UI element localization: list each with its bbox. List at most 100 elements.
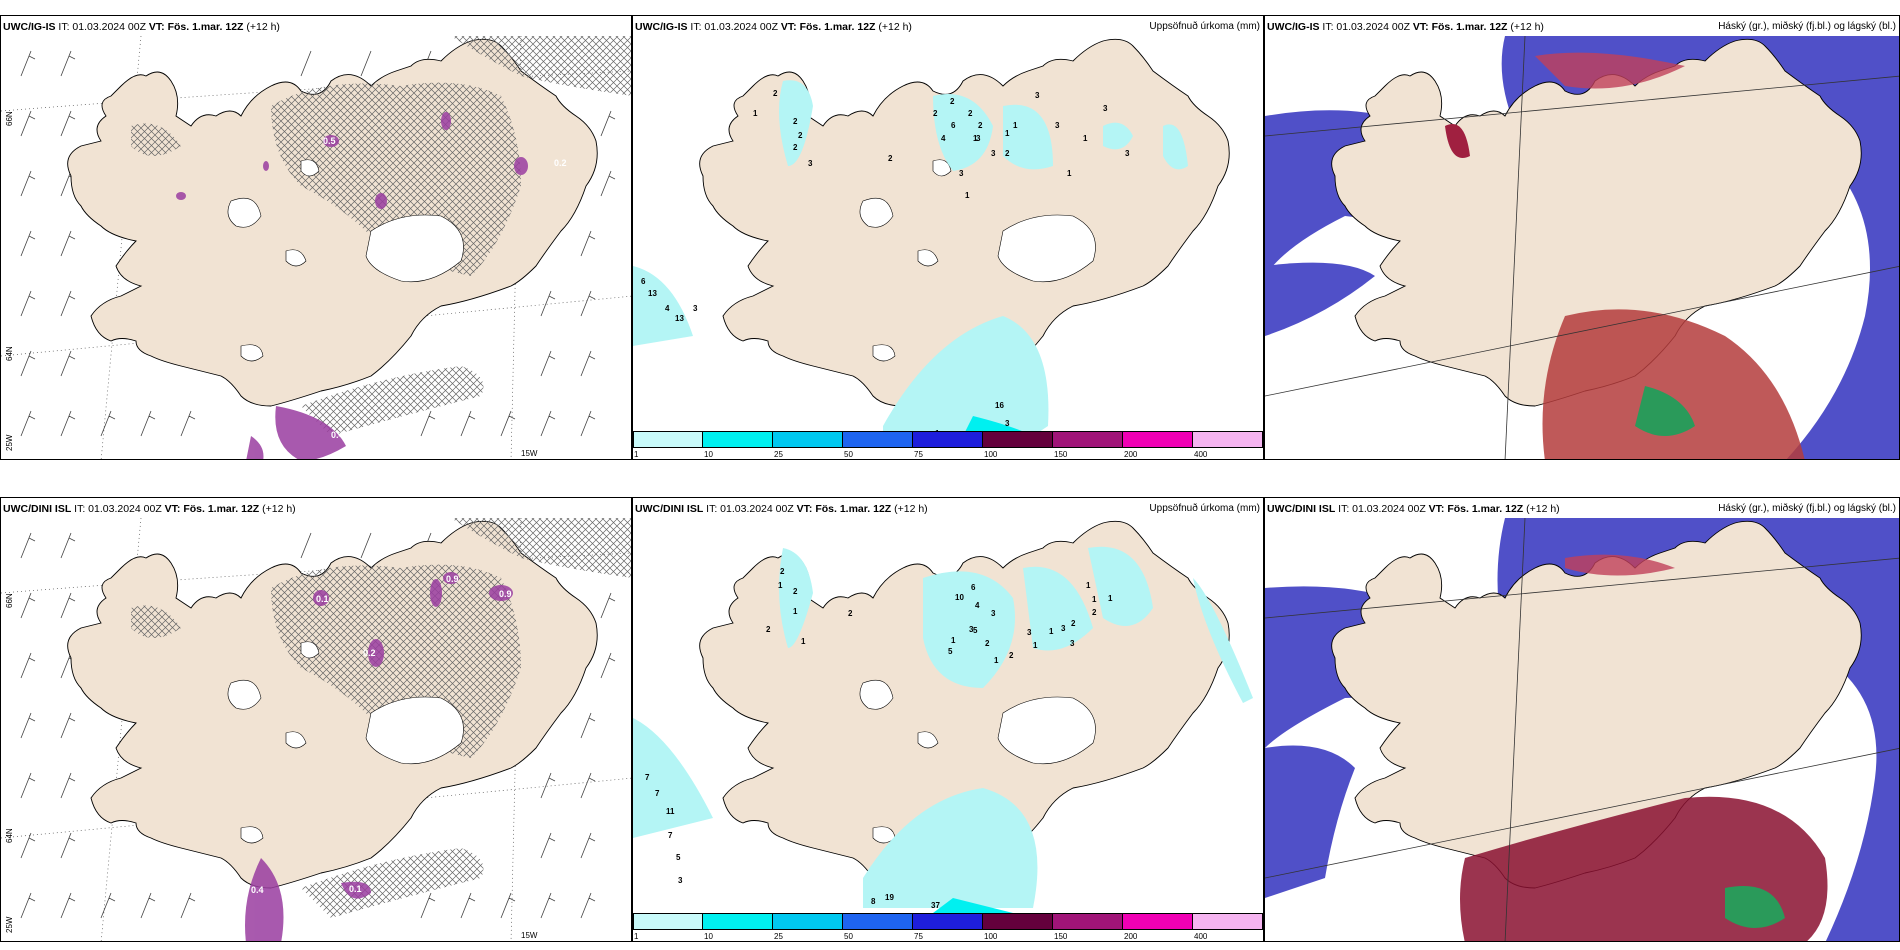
precip-value-label: 1 [1005,129,1010,138]
precip-value-label: 4 [975,601,980,610]
precip-value-label: 1 [973,134,978,143]
precip-value-label: 3 [678,876,683,885]
colorbar-swatch [983,913,1053,930]
colorbar-swatch [703,913,773,930]
lat-label-25w: 25W [5,916,14,933]
panel-title: UWC/IG-IS IT: 01.03.2024 00Z VT: Fös. 1.… [1267,21,1544,33]
precip-value-label: 1 [951,636,956,645]
precip-value-label: 2 [888,154,893,163]
precip-colorbar: 1 10 25 50 75 100 150 200 400 [633,913,1263,941]
colorbar-swatch [773,431,843,448]
lat-label-64: 64N [5,346,14,361]
precip-value-label: 3 [991,609,996,618]
colorbar-swatch [773,913,843,930]
precip-value-label: 2 [793,143,798,152]
precip-value-label: 16 [995,401,1004,410]
precip-value-label: 6 [951,121,956,130]
precip-value-label: 1 [1033,641,1038,650]
colorbar-swatch [843,913,913,930]
precip-value-label: 13 [648,289,657,298]
precip-value-label: 5 [676,853,681,862]
precip-value-label: 6 [971,583,976,592]
wind-value-labels: 0.1 0.9 0.9 0.2 0.4 0.1 [251,574,512,895]
precip-colorbar: 1 10 25 50 75 100 150 200 400 [633,431,1263,459]
precip-value-label: 13 [675,314,684,323]
precip-value-label: 3 [693,304,698,313]
svg-text:0.9: 0.9 [446,574,459,584]
precip-value-label: 3 [959,169,964,178]
colorbar-label: 50 [844,932,853,941]
svg-text:0.2: 0.2 [363,648,376,658]
svg-text:0.4: 0.4 [375,436,388,446]
colorbar-label: 400 [1194,932,1208,941]
colorbar-swatch [1053,913,1123,930]
colorbar-label: 200 [1124,932,1138,941]
colorbar-label: 75 [914,450,923,459]
svg-text:0.2: 0.2 [554,158,567,168]
precip-value-label: 2 [950,97,955,106]
colorbar-label: 1 [634,450,639,459]
precip-value-label: 2 [1005,149,1010,158]
precip-value-label: 2 [793,117,798,126]
map-panel-igis-precip: UWC/IG-IS IT: 01.03.2024 00Z VT: Fös. 1.… [632,15,1264,460]
precip-value-label: 2 [766,625,771,634]
precip-value-label: 1 [801,637,806,646]
precip-value-label: 8 [871,897,876,906]
wind-map: 0.1 0.9 0.9 0.2 0.4 0.1 [1,517,631,941]
precip-value-label: 1 [965,191,970,200]
map-panel-dini-wind: UWC/DINI ISL IT: 01.03.2024 00Z VT: Fös.… [0,497,632,942]
precip-value-label: 3 [808,159,813,168]
precip-value-label: 3 [976,134,981,143]
precip-value-label: 3 [1027,628,1032,637]
map-panel-igis-cloud: UWC/IG-IS IT: 01.03.2024 00Z VT: Fös. 1.… [1264,15,1900,460]
precip-value-label: 10 [955,593,964,602]
panel-title: UWC/DINI ISL IT: 01.03.2024 00Z VT: Fös.… [1267,503,1560,515]
precip-value-label: 4 [665,304,670,313]
precip-value-label: 3 [1070,639,1075,648]
panel-subtitle: Háský (gr.), miðský (fj.bl.) og lágský (… [1718,503,1896,514]
panel-subtitle: Uppsöfnuð úrkoma (mm) [1149,503,1260,514]
colorbar-swatch [1123,913,1193,930]
precip-value-label: 37 [931,901,940,910]
svg-text:0.4: 0.4 [251,885,264,895]
cloud-map [1265,35,1899,459]
precip-value-label: 1 [1013,121,1018,130]
panel-title: UWC/IG-IS IT: 01.03.2024 00Z VT: Fös. 1.… [3,21,280,33]
wind-map: 0.5 0.2 0.4 0.4 [1,35,631,459]
precip-value-label: 1 [1083,134,1088,143]
precip-value-label: 2 [933,109,938,118]
colorbar-label: 150 [1054,450,1068,459]
precip-value-label: 4 [941,134,946,143]
svg-text:0.1: 0.1 [349,884,362,894]
lon-label-15w: 15W [521,931,538,940]
colorbar-label: 1 [634,932,639,941]
precip-areas [633,546,1253,908]
colorbar-swatch [913,913,983,930]
precip-value-label: 1 [1092,595,1097,604]
precip-value-label: 3 [969,625,974,634]
colorbar-frame [633,913,1263,930]
precip-value-label: 7 [645,773,650,782]
lat-label-66: 66N [5,111,14,126]
colorbar-label: 10 [704,450,713,459]
colorbar-label: 200 [1124,450,1138,459]
panel-title: UWC/DINI ISL IT: 01.03.2024 00Z VT: Fös.… [3,503,296,515]
lat-label-66: 66N [5,593,14,608]
panel-subtitle: Uppsöfnuð úrkoma (mm) [1149,21,1260,32]
precip-patches [176,112,528,459]
colorbar-swatch [983,431,1053,448]
precip-value-label: 1 [994,656,999,665]
colorbar-swatch [1123,431,1193,448]
precip-value-label: 2 [968,109,973,118]
precip-value-label: 1 [753,109,758,118]
precip-map: 21222322264221313321133133161341331316 [633,38,1230,438]
wind-value-labels: 0.5 0.2 0.4 0.4 [323,136,567,446]
lon-label-15w: 15W [521,449,538,458]
precip-value-label: 3 [1103,104,1108,113]
precip-value-label: 2 [1092,608,1097,617]
precip-value-label: 11 [666,807,675,816]
svg-text:0.4: 0.4 [331,430,344,440]
precip-value-label: 1 [1086,581,1091,590]
precip-value-label: 2 [1071,619,1076,628]
precip-value-label: 6 [641,277,646,286]
